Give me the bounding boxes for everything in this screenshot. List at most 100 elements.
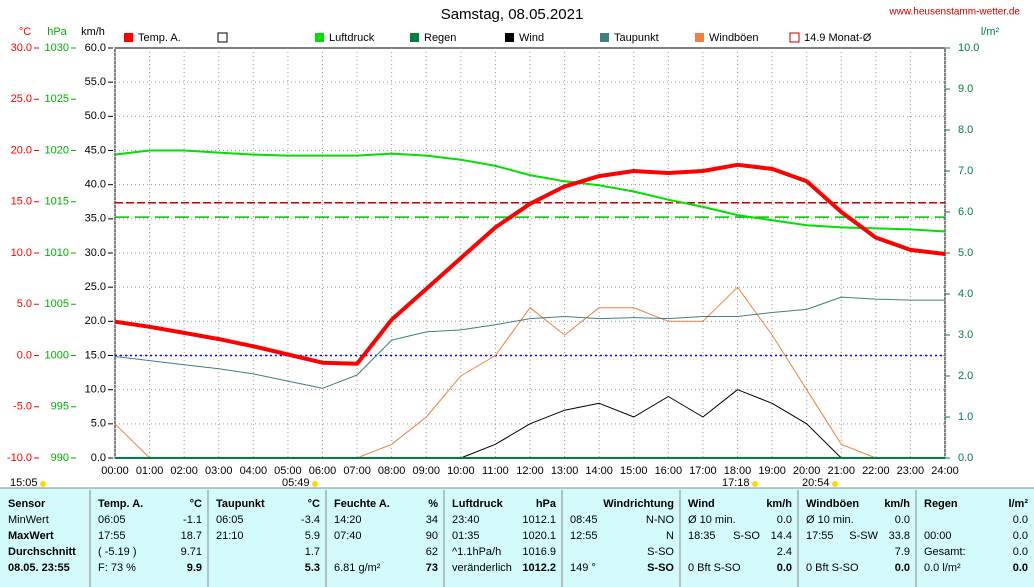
stats-cell: 0.0	[895, 514, 910, 526]
stats-cell: Taupunkt	[216, 498, 265, 510]
stats-cell: 21:10	[216, 530, 244, 542]
y-tick-label: -10.0	[7, 452, 32, 464]
stats-cell: 0.0 l/m²	[924, 562, 961, 574]
stats-cell: 0.0	[1013, 530, 1028, 542]
stats-cell: 01:35	[452, 530, 480, 542]
annotation: 05:49	[282, 477, 310, 489]
y-tick-label: 1015	[45, 196, 69, 208]
legend-label: 14.9 Monat-Ø	[804, 32, 872, 44]
y-tick-label: 990	[51, 452, 69, 464]
stats-cell: °C	[308, 498, 320, 510]
axis-unit: l/m²	[981, 26, 1000, 38]
stats-cell: MinWert	[8, 514, 49, 526]
stats-cell: 9.9	[187, 562, 202, 574]
stats-cell: 18:35	[688, 530, 716, 542]
x-tick-label: 15:00	[620, 465, 648, 477]
x-tick-label: 08:00	[378, 465, 406, 477]
legend-swatch	[315, 33, 324, 42]
x-tick-label: 06:00	[309, 465, 337, 477]
sun-marker	[752, 481, 758, 487]
y-tick-label: 4.0	[958, 288, 973, 300]
y-tick-label: 10.0	[958, 42, 979, 54]
y-tick-label: 25.0	[11, 93, 32, 105]
stats-cell: ( -5.19 )	[98, 546, 137, 558]
stats-cell: ^1.1hPa/h	[452, 546, 501, 558]
stats-cell: km/h	[766, 498, 792, 510]
x-tick-label: 12:00	[516, 465, 544, 477]
y-tick-label: 35.0	[85, 213, 106, 225]
legend-swatch	[505, 33, 514, 42]
stats-cell: hPa	[536, 498, 557, 510]
y-tick-label: 1005	[45, 298, 69, 310]
stats-cell: -1.1	[183, 514, 202, 526]
y-tick-label: 2.0	[958, 370, 973, 382]
stats-cell: Feuchte A.	[334, 498, 390, 510]
stats-cell: Durchschnitt	[8, 546, 76, 558]
x-tick-label: 14:00	[585, 465, 613, 477]
y-tick-label: 45.0	[85, 144, 106, 156]
stats-cell: 0.0	[777, 514, 792, 526]
x-tick-label: 16:00	[655, 465, 683, 477]
x-tick-label: 18:00	[724, 465, 752, 477]
y-tick-label: 5.0	[91, 418, 106, 430]
y-tick-label: 10.0	[85, 384, 106, 396]
x-tick-label: 21:00	[827, 465, 855, 477]
annotation: 17:18	[722, 477, 750, 489]
stats-cell: 33.8	[889, 530, 910, 542]
stats-cell: S-SO	[647, 546, 674, 558]
stats-cell: 0.0	[1013, 546, 1028, 558]
stats-cell: 1020.1	[522, 530, 556, 542]
stats-cell: N-NO	[646, 514, 675, 526]
x-tick-label: 19:00	[758, 465, 786, 477]
y-tick-label: 15.0	[11, 196, 32, 208]
stats-cell: 07:40	[334, 530, 362, 542]
legend-label: Taupunkt	[614, 32, 659, 44]
y-tick-label: 7.0	[958, 165, 973, 177]
x-tick-label: 11:00	[482, 465, 509, 477]
sun-marker	[312, 481, 318, 487]
y-tick-label: 1020	[45, 144, 69, 156]
source: www.heusenstamm-wetter.de	[888, 7, 1020, 18]
stats-cell: °C	[190, 498, 202, 510]
x-tick-label: 00:00	[101, 465, 129, 477]
x-tick-label: 04:00	[240, 465, 268, 477]
stats-cell: 34	[426, 514, 438, 526]
stats-cell: MaxWert	[8, 530, 54, 542]
stats-cell: 06:05	[216, 514, 244, 526]
legend-label: Temp. A.	[138, 32, 181, 44]
legend-box	[217, 32, 228, 43]
y-tick-label: 6.0	[958, 206, 973, 218]
stats-cell: 14:20	[334, 514, 362, 526]
x-tick-label: 03:00	[205, 465, 233, 477]
axis-unit: km/h	[81, 26, 105, 38]
stats-cell: l/m²	[1008, 498, 1028, 510]
stats-cell: 0.0	[777, 562, 792, 574]
series-line	[114, 162, 946, 366]
stats-cell: 1012.1	[522, 514, 556, 526]
y-tick-label: 3.0	[958, 329, 973, 341]
stats-cell: 00:00	[924, 530, 952, 542]
legend-swatch	[695, 33, 704, 42]
x-tick-label: 07:00	[343, 465, 371, 477]
stats-cell: 7.9	[895, 546, 910, 558]
stats-cell: 08.05. 23:55	[8, 562, 70, 574]
stats-cell: veränderlich	[452, 562, 512, 574]
stats-cell: km/h	[884, 498, 910, 510]
y-tick-label: 50.0	[85, 110, 106, 122]
x-tick-label: 20:00	[793, 465, 821, 477]
y-tick-label: 5.0	[17, 298, 32, 310]
stats-cell: 0.0	[1013, 514, 1028, 526]
stats-cell: N	[666, 530, 674, 542]
y-tick-label: 0.0	[17, 349, 32, 361]
legend-swatch	[410, 33, 419, 42]
stats-cell: Luftdruck	[452, 498, 504, 510]
stats-cell: 12:55	[570, 530, 598, 542]
legend-label: Wind	[519, 32, 544, 44]
stats-cell: Ø 10 min.	[688, 514, 736, 526]
y-tick-label: 1010	[45, 247, 69, 259]
stats-cell: 23:40	[452, 514, 480, 526]
stats-cell: 2.4	[777, 546, 792, 558]
stats-cell: 0 Bft S-SO	[688, 562, 741, 574]
legend-swatch	[600, 33, 609, 42]
